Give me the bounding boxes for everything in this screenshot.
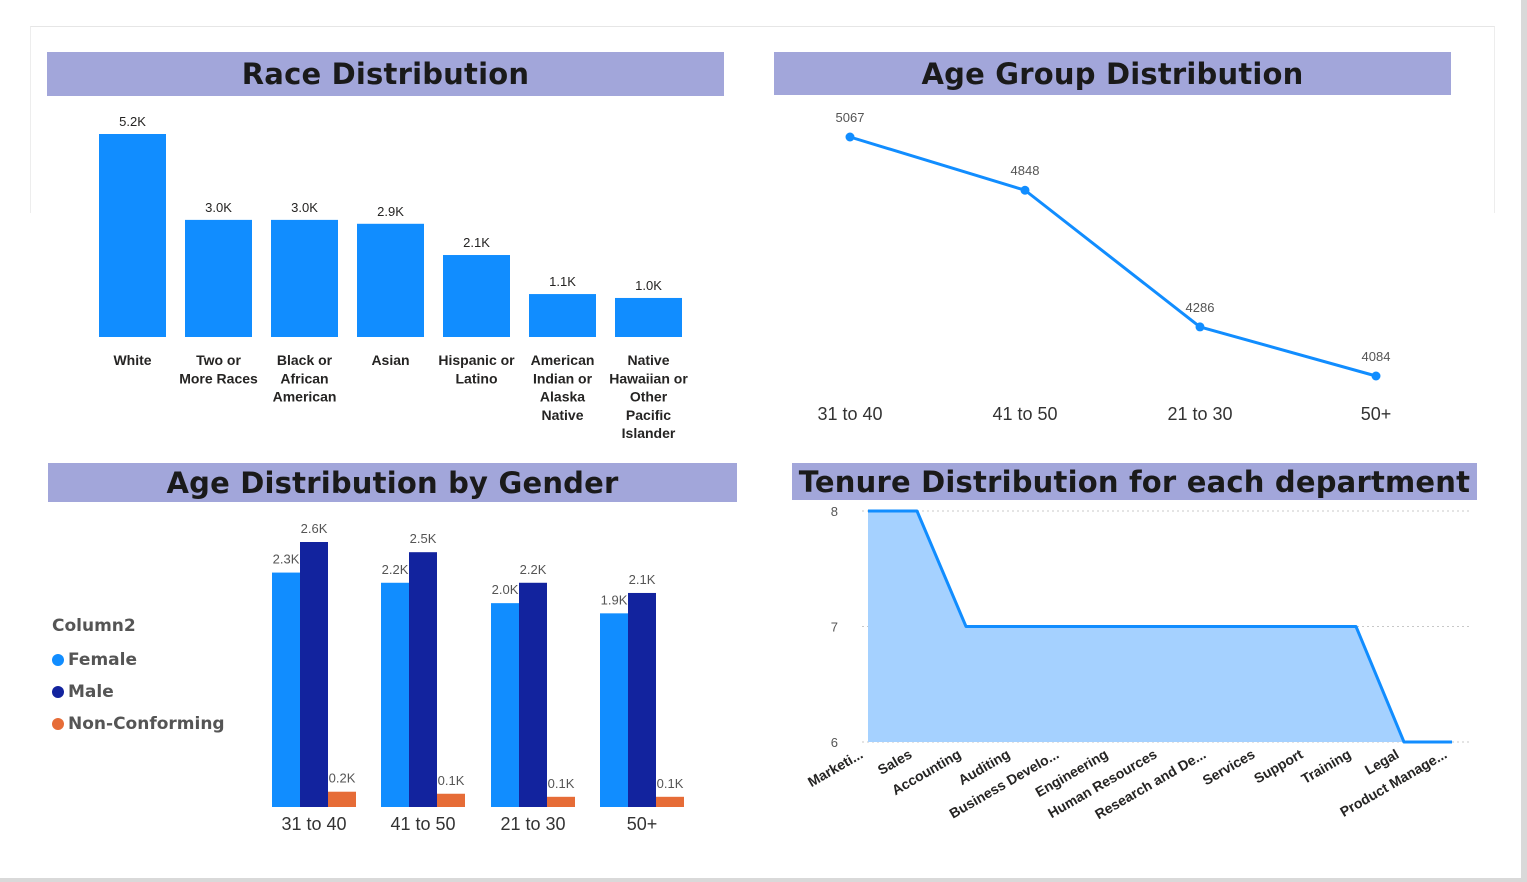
gender-data-label: 0.2K	[329, 771, 356, 786]
tenure-category-label: Training	[1298, 746, 1353, 787]
race-category-label: Other	[630, 389, 668, 405]
race-category-label: Indian or	[533, 370, 593, 386]
age-group-category-label: 41 to 50	[992, 404, 1057, 424]
age-group-category-label: 31 to 40	[817, 404, 882, 424]
gender-data-label: 0.1K	[438, 773, 465, 788]
race-category-label: Islander	[622, 425, 676, 441]
legend-marker-male	[52, 686, 64, 698]
race-category-label: American	[531, 352, 595, 368]
gender-bar-male	[519, 582, 547, 807]
tenure-y-tick-label: 6	[831, 735, 838, 750]
gender-bar-female	[491, 603, 519, 807]
age-group-line	[849, 135, 1377, 378]
age-group-data-label: 5067	[836, 110, 865, 125]
age-group-data-label: 4848	[1011, 163, 1040, 178]
age-group-category-label: 21 to 30	[1167, 404, 1232, 424]
race-bar	[357, 223, 424, 337]
legend-marker-non-conforming	[52, 718, 64, 730]
race-data-label: 2.1K	[463, 235, 490, 250]
race-bar	[271, 219, 338, 337]
gender-bar-non-conforming	[328, 791, 356, 807]
gender-bar-female	[600, 613, 628, 807]
gender-category-label: 41 to 50	[390, 814, 455, 834]
gender-bar-female	[381, 582, 409, 807]
gender-bar-male	[628, 592, 656, 807]
tenure-y-tick-label: 8	[831, 504, 838, 519]
race-data-label: 1.1K	[549, 274, 576, 289]
gender-data-label: 0.1K	[548, 776, 575, 791]
race-data-label: 2.9K	[377, 204, 404, 219]
legend-item-female[interactable]: Female	[52, 644, 225, 676]
race-category-label: Latino	[456, 370, 498, 386]
gender-data-label: 2.6K	[301, 521, 328, 536]
age-group-category-label: 50+	[1361, 404, 1392, 424]
legend-item-non-conforming[interactable]: Non-Conforming	[52, 708, 225, 740]
gender-data-label: 2.1K	[629, 572, 656, 587]
race-data-label: 3.0K	[205, 200, 232, 215]
tenure-category-label: Marketi...	[805, 746, 866, 790]
tenure-panel-title: Tenure Distribution for each department	[792, 463, 1477, 500]
race-category-label: White	[113, 352, 151, 368]
gender-bar-male	[409, 552, 437, 807]
race-category-label: Hawaiian or	[609, 370, 688, 386]
gender-data-label: 2.5K	[410, 531, 437, 546]
race-category-label: Hispanic or	[438, 352, 515, 368]
gender-bar-female	[272, 572, 300, 807]
legend-label-non-conforming: Non-Conforming	[68, 714, 225, 734]
gender-bar-non-conforming	[437, 793, 465, 807]
age-group-point	[1195, 322, 1205, 332]
gender-legend: Column2 Female Male Non-Conforming	[52, 616, 225, 740]
legend-label-male: Male	[68, 682, 114, 702]
gender-data-label: 2.0K	[492, 582, 519, 597]
tenure-y-tick-label: 7	[831, 620, 838, 635]
race-category-label: Black or	[277, 352, 333, 368]
age-group-data-label: 4286	[1186, 300, 1215, 315]
legend-marker-female	[52, 654, 64, 666]
race-category-label: Native	[627, 352, 669, 368]
gender-data-label: 2.2K	[382, 562, 409, 577]
race-category-label: Native	[541, 407, 583, 423]
race-bar	[443, 255, 510, 337]
age-group-data-label: 4084	[1362, 349, 1391, 364]
age-group-panel-title: Age Group Distribution	[774, 52, 1451, 95]
age-group-point	[1371, 371, 1381, 381]
race-bar	[99, 134, 166, 337]
gender-category-label: 21 to 30	[500, 814, 565, 834]
gender-data-label: 2.2K	[520, 562, 547, 577]
race-category-label: Two or	[196, 352, 241, 368]
race-bar	[529, 294, 596, 337]
legend-title: Column2	[52, 616, 136, 636]
age-group-point	[845, 132, 855, 142]
age-gender-panel-title: Age Distribution by Gender	[48, 463, 737, 502]
legend-item-male[interactable]: Male	[52, 676, 225, 708]
race-category-label: Asian	[371, 352, 409, 368]
gender-bar-non-conforming	[656, 796, 684, 807]
age-group-point	[1020, 185, 1030, 195]
race-category-label: African	[280, 370, 328, 386]
legend-label-female: Female	[68, 650, 137, 670]
tenure-category-label: Support	[1251, 746, 1306, 787]
race-bar	[615, 297, 682, 337]
tenure-line	[868, 509, 1452, 744]
race-data-label: 1.0K	[635, 278, 662, 293]
race-category-label: American	[273, 389, 337, 405]
gender-data-label: 2.3K	[273, 552, 300, 567]
race-data-label: 5.2K	[119, 114, 146, 129]
gender-data-label: 1.9K	[601, 592, 628, 607]
gender-data-label: 0.1K	[657, 776, 684, 791]
gender-category-label: 50+	[627, 814, 658, 834]
gender-bar-non-conforming	[547, 796, 575, 807]
gender-bar-male	[300, 542, 328, 807]
gender-category-label: 31 to 40	[281, 814, 346, 834]
race-data-label: 3.0K	[291, 200, 318, 215]
race-category-label: Pacific	[626, 407, 671, 423]
tenure-category-label: Services	[1200, 746, 1258, 789]
race-category-label: More Races	[179, 370, 258, 386]
race-bar	[185, 219, 252, 337]
race-category-label: Alaska	[540, 389, 585, 405]
race-panel-title: Race Distribution	[47, 52, 724, 96]
